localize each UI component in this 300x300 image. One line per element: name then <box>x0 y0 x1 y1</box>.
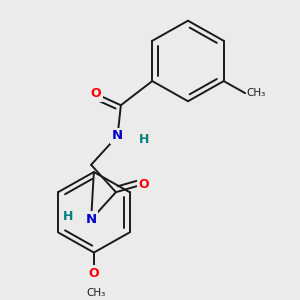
Text: CH₃: CH₃ <box>86 288 105 298</box>
Text: CH₃: CH₃ <box>247 88 266 98</box>
Text: H: H <box>139 133 149 146</box>
Text: H: H <box>63 210 73 223</box>
Text: O: O <box>91 88 101 100</box>
Text: O: O <box>88 267 99 280</box>
Text: O: O <box>139 178 149 190</box>
Text: N: N <box>112 129 123 142</box>
Text: N: N <box>85 213 97 226</box>
